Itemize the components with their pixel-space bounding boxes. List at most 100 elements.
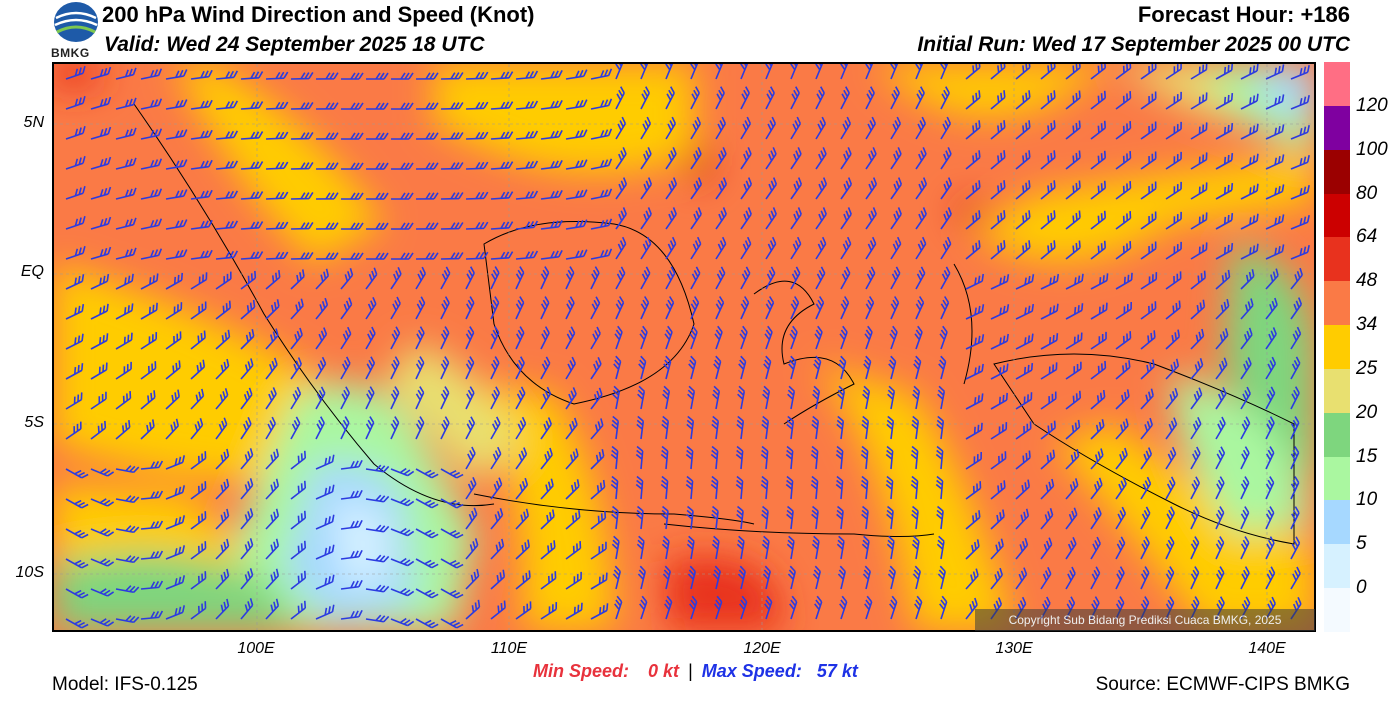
- wind-barb: [815, 86, 825, 110]
- wind-barb: [640, 177, 653, 200]
- wind-barb: [390, 132, 414, 140]
- wind-barb: [165, 485, 186, 500]
- wind-barb: [115, 157, 137, 170]
- wind-barb: [240, 448, 254, 470]
- wind-barb: [1065, 273, 1084, 290]
- wind-barb: [290, 192, 314, 200]
- wind-barb: [1190, 270, 1206, 290]
- wind-barb: [540, 326, 550, 350]
- wind-barb: [1240, 243, 1259, 260]
- wind-barb: [215, 388, 229, 410]
- wind-barb: [785, 445, 794, 470]
- wind-barb: [265, 221, 289, 230]
- wind-barb: [739, 325, 748, 350]
- wind-barb: [290, 269, 305, 290]
- wind-barb: [811, 535, 820, 560]
- wind-barb: [1065, 120, 1081, 140]
- wind-barb: [613, 355, 622, 380]
- wind-barb: [390, 102, 414, 110]
- wind-barb: [65, 421, 82, 440]
- wind-barb: [365, 72, 389, 80]
- wind-barb: [890, 296, 900, 320]
- wind-barb: [865, 147, 877, 170]
- wind-barb: [240, 358, 254, 380]
- wind-barb: [885, 445, 894, 470]
- wind-barb: [240, 417, 252, 440]
- wind-barb: [661, 535, 670, 560]
- wind-barb: [1065, 478, 1079, 500]
- wind-barb: [665, 296, 675, 320]
- wind-barb: [690, 266, 701, 290]
- wind-barb: [540, 571, 557, 590]
- wind-barb: [1240, 153, 1259, 170]
- wind-barb: [440, 416, 450, 440]
- wind-barb: [615, 296, 625, 320]
- wind-barb: [90, 96, 112, 110]
- wind-barb: [390, 162, 414, 170]
- wind-barb: [1040, 180, 1056, 200]
- wind-barb: [1190, 446, 1201, 470]
- wind-barb: [865, 116, 877, 140]
- wind-barb: [965, 393, 984, 410]
- wind-barb: [215, 417, 228, 440]
- wind-barb: [415, 102, 439, 110]
- wind-barb: [710, 475, 719, 500]
- wind-barb: [115, 465, 140, 474]
- wind-barb: [1065, 240, 1081, 260]
- wind-barb: [1015, 274, 1035, 290]
- wind-barb: [1165, 566, 1175, 590]
- wind-barb: [815, 147, 827, 170]
- wind-barb: [1215, 566, 1225, 590]
- wind-barb: [1015, 64, 1031, 80]
- wind-barb: [687, 385, 696, 410]
- wind-barb: [838, 355, 847, 380]
- wind-barb: [390, 267, 402, 290]
- forecast-hour: Forecast Hour: +186: [1137, 2, 1350, 27]
- wind-barb: [115, 303, 134, 320]
- wind-barb: [1115, 91, 1132, 110]
- wind-barb: [590, 541, 607, 560]
- wind-barb: [465, 599, 481, 620]
- wind-barb: [365, 222, 389, 230]
- legend-swatch: [1324, 588, 1350, 633]
- wind-barb: [515, 570, 531, 590]
- wind-barb: [140, 98, 163, 110]
- wind-barb: [835, 475, 844, 500]
- wind-barb: [1215, 357, 1228, 380]
- wind-barb: [290, 72, 314, 80]
- wind-barb: [1040, 478, 1055, 500]
- min-speed-value: 0 kt: [648, 661, 680, 681]
- wind-barb: [515, 326, 525, 350]
- wind-barb: [765, 147, 777, 170]
- wind-barb: [465, 416, 476, 440]
- wind-barb: [1065, 390, 1082, 410]
- wind-barb: [790, 296, 800, 320]
- wind-barb: [215, 568, 230, 590]
- wind-barb: [490, 416, 501, 440]
- wind-barb: [688, 355, 697, 380]
- wind-barb: [140, 248, 163, 260]
- wind-barb: [165, 129, 188, 140]
- wind-barb: [740, 116, 752, 140]
- wind-barb: [1190, 476, 1201, 500]
- wind-barb: [515, 508, 530, 530]
- wind-barb: [415, 162, 439, 170]
- wind-barb: [865, 64, 874, 80]
- wind-barb: [190, 330, 206, 350]
- wind-barb: [165, 302, 183, 320]
- wind-barb: [140, 218, 163, 230]
- wind-barb: [415, 618, 439, 629]
- wind-barb: [790, 266, 801, 290]
- wind-barb: [90, 156, 112, 170]
- wind-barb: [765, 177, 778, 200]
- wind-barb: [415, 468, 439, 479]
- wind-barb: [738, 355, 747, 380]
- wind-barb: [215, 538, 230, 560]
- wind-barb: [911, 505, 919, 530]
- wind-barb: [390, 416, 400, 440]
- wind-barb: [1015, 450, 1031, 470]
- wind-barb: [1290, 215, 1310, 230]
- wind-barb: [1040, 64, 1056, 80]
- wind-barb: [615, 177, 628, 200]
- wind-barb: [814, 325, 823, 350]
